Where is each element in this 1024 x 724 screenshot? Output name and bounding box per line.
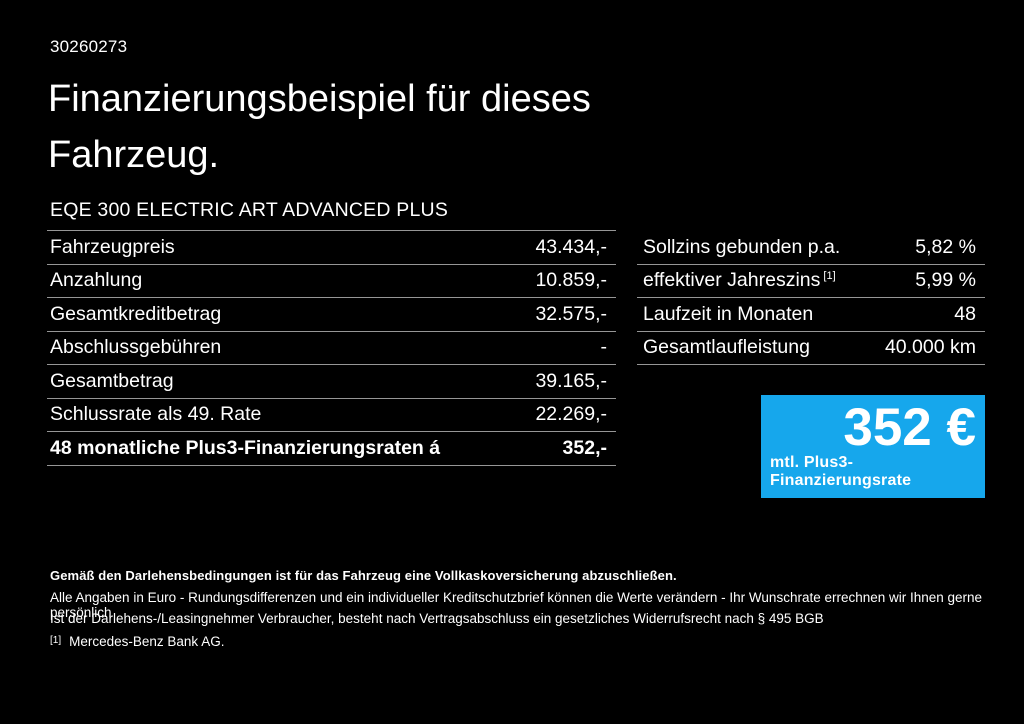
row-value: 32.575,- xyxy=(535,302,607,325)
table-row-gesamtbetrag: Gesamtbetrag 39.165,- xyxy=(47,365,616,399)
table-row-monatsraten: 48 monatliche Plus3-Finanzierungsraten á… xyxy=(47,432,616,466)
row-value: 48 xyxy=(954,302,976,325)
insurance-requirement-note: Gemäß den Darlehensbedingungen ist für d… xyxy=(50,568,677,583)
row-value: - xyxy=(600,336,608,359)
footnote-text: Mercedes-Benz Bank AG. xyxy=(69,634,225,649)
footnote: [1] Mercedes-Benz Bank AG. xyxy=(50,634,224,649)
footnote-marker: [1] xyxy=(50,635,62,646)
page-title-line2: Fahrzeug. xyxy=(48,134,220,176)
page-title-line1: Finanzierungsbeispiel für dieses xyxy=(48,78,591,120)
monthly-rate-amount: 352 € xyxy=(843,398,976,457)
row-label: Gesamtkreditbetrag xyxy=(50,302,222,325)
row-label: Abschlussgebühren xyxy=(50,336,222,359)
footnote-ref: [1] xyxy=(823,270,836,283)
conditions-table: Sollzins gebunden p.a. 5,82 % effektiver… xyxy=(637,231,985,365)
row-label: Gesamtlaufleistung xyxy=(643,336,810,359)
row-value: 40.000 km xyxy=(884,336,976,359)
table-row-abschlussgebuehren: Abschlussgebühren - xyxy=(47,332,616,365)
table-row-sollzins: Sollzins gebunden p.a. 5,82 % xyxy=(637,231,985,265)
document-id: 30260273 xyxy=(50,37,128,56)
row-value: 10.859,- xyxy=(535,269,607,292)
row-value: 39.165,- xyxy=(535,369,607,392)
row-value: 43.434,- xyxy=(535,235,607,258)
table-row-effektiver-jahreszins: effektiver Jahreszins [1] 5,99 % xyxy=(637,265,985,298)
row-value: 352,- xyxy=(562,436,607,459)
table-row-laufzeit: Laufzeit in Monaten 48 xyxy=(637,298,985,332)
row-label: Laufzeit in Monaten xyxy=(643,302,814,325)
row-label: Fahrzeugpreis xyxy=(50,235,175,258)
table-row-schlussrate: Schlussrate als 49. Rate 22.269,- xyxy=(47,399,616,432)
finance-table: Fahrzeugpreis 43.434,- Anzahlung 10.859,… xyxy=(47,230,616,466)
row-label: effektiver Jahreszins [1] xyxy=(643,269,836,292)
table-row-anzahlung: Anzahlung 10.859,- xyxy=(47,265,616,298)
row-value: 5,82 % xyxy=(915,235,976,258)
table-row-gesamtkreditbetrag: Gesamtkreditbetrag 32.575,- xyxy=(47,298,616,332)
row-label: 48 monatliche Plus3-Finanzierungsraten á xyxy=(50,436,441,459)
row-label: Anzahlung xyxy=(50,269,143,292)
disclaimer-line-2: Ist der Darlehens-/Leasingnehmer Verbrau… xyxy=(50,611,824,626)
row-value: 5,99 % xyxy=(915,269,976,292)
table-row-fahrzeugpreis: Fahrzeugpreis 43.434,- xyxy=(47,231,616,265)
page-title: Finanzierungsbeispiel für dieses Fahrzeu… xyxy=(48,71,591,183)
row-value: 22.269,- xyxy=(535,403,607,426)
monthly-rate-caption: mtl. Plus3-Finanzierungsrate xyxy=(770,454,912,489)
row-label: Schlussrate als 49. Rate xyxy=(50,403,262,426)
monthly-rate-box: 352 € mtl. Plus3-Finanzierungsrate xyxy=(761,395,985,498)
row-label: Sollzins gebunden p.a. xyxy=(643,235,841,258)
table-row-gesamtlaufleistung: Gesamtlaufleistung 40.000 km xyxy=(637,332,985,365)
vehicle-model: EQE 300 ELECTRIC ART ADVANCED PLUS xyxy=(50,199,449,221)
disclaimer-line-1: Alle Angaben in Euro - Rundungsdifferenz… xyxy=(50,590,983,620)
row-label: Gesamtbetrag xyxy=(50,369,174,392)
